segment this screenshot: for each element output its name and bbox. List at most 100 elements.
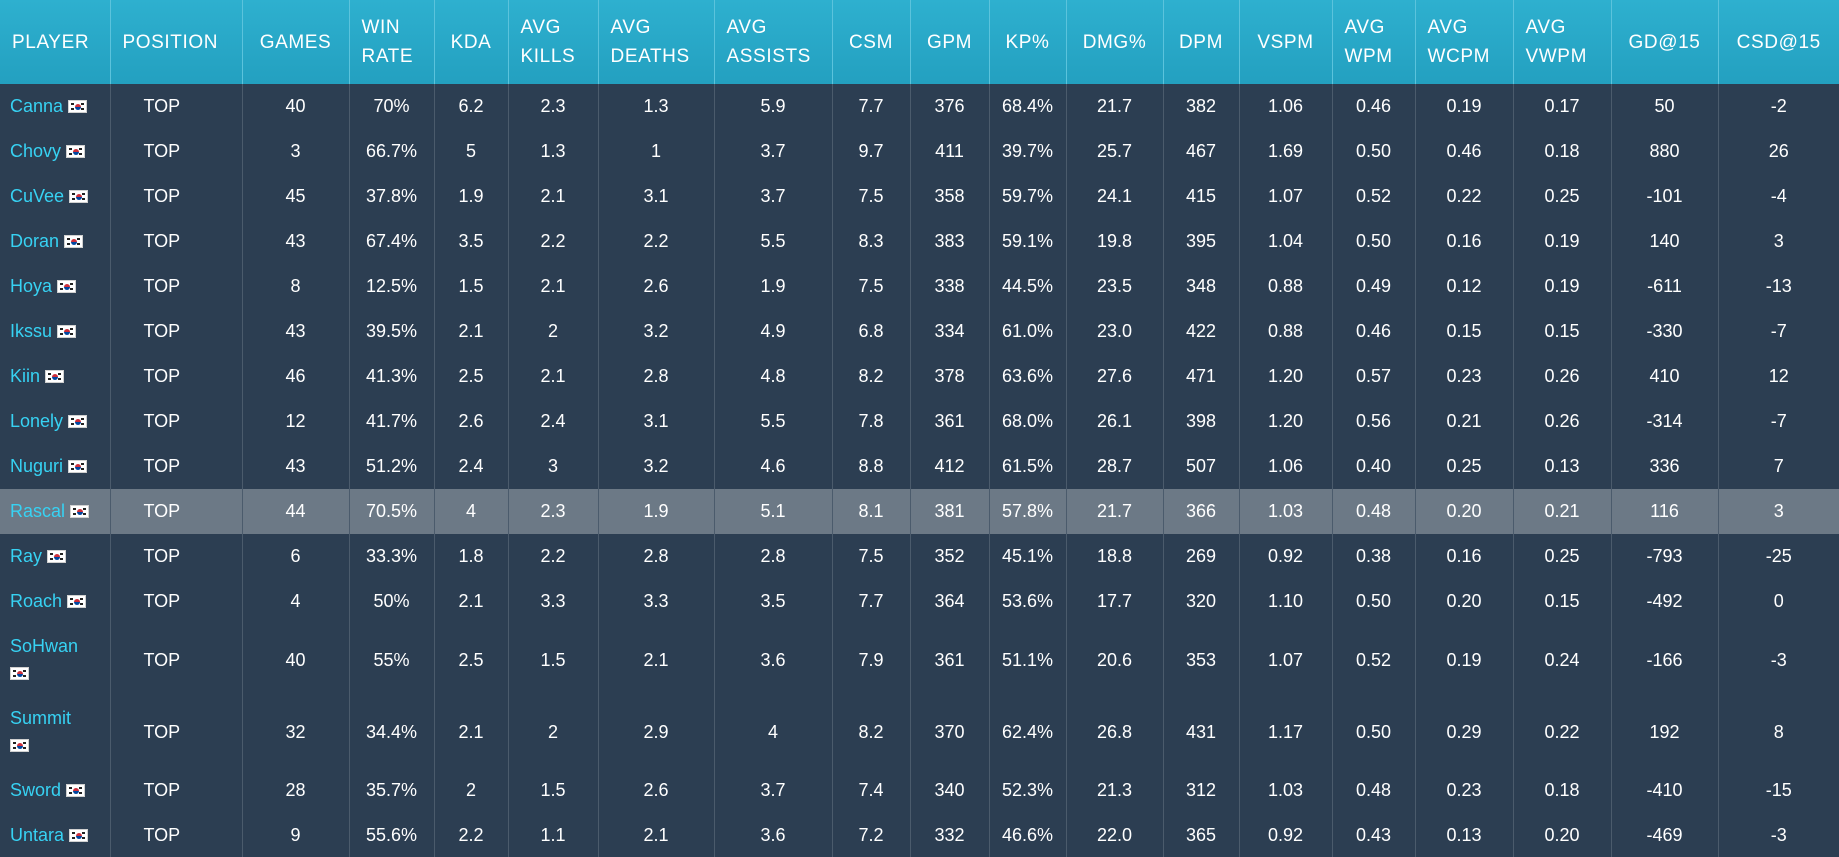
cell-gd15: -793	[1611, 534, 1719, 579]
table-row[interactable]: Ray TOP 6 33.3% 1.8 2.2 2.8 2.8 7.5 352 45.1% 18.8 2…	[0, 534, 1839, 579]
cell-kda: 1.5	[434, 264, 509, 309]
cell-games: 28	[242, 768, 350, 813]
player-name-link[interactable]: Doran	[10, 231, 60, 251]
table-row[interactable]: Hoya TOP 8 12.5% 1.5 2.1 2.6 1.9 7.5 338 44.5% 23.5…	[0, 264, 1839, 309]
player-name-link[interactable]: Summit	[10, 708, 72, 728]
cell-vspm: 1.07	[1239, 174, 1333, 219]
cell-avg-wpm: 0.48	[1332, 768, 1416, 813]
cell-win-rate: 51.2%	[349, 444, 435, 489]
column-header-avg-wcpm[interactable]: AVG WCPM	[1415, 0, 1514, 84]
player-name-link[interactable]: Lonely	[10, 411, 64, 431]
cell-avg-kills: 2.1	[508, 264, 599, 309]
cell-player: Lonely	[0, 399, 111, 444]
player-name-link[interactable]: Ray	[10, 546, 43, 566]
cell-avg-wcpm: 0.19	[1415, 624, 1514, 696]
cell-avg-kills: 2.3	[508, 84, 599, 129]
column-header-csm[interactable]: CSM	[832, 0, 911, 84]
column-header-kda[interactable]: KDA	[434, 0, 509, 84]
column-header-csd15[interactable]: CSD@15	[1736, 31, 1821, 53]
cell-games: 46	[242, 354, 350, 399]
cell-gpm: 361	[910, 399, 990, 444]
table-row[interactable]: Doran TOP 43 67.4% 3.5 2.2 2.2 5.5 8.3 383 59.1% 19…	[0, 219, 1839, 264]
cell-kp: 44.5%	[989, 264, 1067, 309]
table-row[interactable]: Chovy TOP 3 66.7% 5 1.3 1 3.7 9.7 411 39.7% 25.7 467…	[0, 129, 1839, 174]
cell-csd15: -3	[1770, 649, 1787, 670]
column-header-avg-vwpm[interactable]: AVG VWPM	[1513, 0, 1612, 84]
cell-player: Canna	[0, 84, 111, 129]
table-row[interactable]: Nuguri TOP 43 51.2% 2.4 3 3.2 4.6 8.8 412 61.5% 28.…	[0, 444, 1839, 489]
player-name-link[interactable]: CuVee	[10, 186, 65, 206]
cell-gd15: -469	[1611, 813, 1719, 857]
cell-player: CuVee	[0, 174, 111, 219]
table-row[interactable]: SoHwan TOP 40 55% 2.5 1.5 2.1 3.6 7.9 361 51.1% 20.…	[0, 624, 1839, 696]
cell-kp: 63.6%	[989, 354, 1067, 399]
column-header-win-rate[interactable]: WIN RATE	[349, 0, 435, 84]
table-row[interactable]: Ikssu TOP 43 39.5% 2.1 2 3.2 4.9 6.8 334 61.0% 23.0…	[0, 309, 1839, 354]
player-name-link[interactable]: Sword	[10, 780, 62, 800]
cell-avg-wcpm: 0.46	[1415, 129, 1514, 174]
player-name-link[interactable]: Chovy	[10, 141, 62, 161]
cell-csm: 6.8	[832, 309, 911, 354]
player-name-link[interactable]: Kiin	[10, 366, 41, 386]
column-header-dmg[interactable]: DMG%	[1066, 0, 1164, 84]
column-header-kp[interactable]: KP%	[989, 0, 1067, 84]
table-row[interactable]: Summit TOP 32 34.4% 2.1 2 2.9 4 8.2 370 62.4% 26.8 4…	[0, 696, 1839, 768]
table-row[interactable]: Untara TOP 9 55.6% 2.2 1.1 2.1 3.6 7.2 332 46.6% 22…	[0, 813, 1839, 857]
player-name-link[interactable]: Ikssu	[10, 321, 53, 341]
cell-avg-wcpm: 0.23	[1415, 354, 1514, 399]
cell-avg-kills: 3	[508, 444, 599, 489]
column-header-avg-deaths[interactable]: AVG DEATHS	[598, 0, 715, 84]
cell-avg-kills: 1.5	[508, 624, 599, 696]
column-header-player[interactable]: PLAYER	[0, 0, 111, 84]
header-row: PLAYER POSITION GAMES WIN RATE KDA AVG K…	[0, 0, 1839, 84]
cell-csm: 7.9	[832, 624, 911, 696]
cell-avg-wpm: 0.52	[1332, 624, 1416, 696]
cell-gpm: 412	[910, 444, 990, 489]
cell-csm: 7.7	[832, 579, 911, 624]
cell-csm: 9.7	[832, 129, 911, 174]
column-header-gpm[interactable]: GPM	[910, 0, 990, 84]
cell-avg-kills: 2.2	[508, 219, 599, 264]
cell-win-rate: 12.5%	[349, 264, 435, 309]
cell-kp: 51.1%	[989, 624, 1067, 696]
table-row[interactable]: Lonely TOP 12 41.7% 2.6 2.4 3.1 5.5 7.8 361 68.0% 2…	[0, 399, 1839, 444]
column-header-position[interactable]: POSITION	[110, 0, 243, 84]
cell-kda: 2.5	[434, 624, 509, 696]
cell-avg-vwpm: 0.18	[1513, 768, 1612, 813]
cell-kp: 59.7%	[989, 174, 1067, 219]
cell-avg-kills: 2.1	[508, 174, 599, 219]
column-header-gd15[interactable]: GD@15	[1611, 0, 1719, 84]
table-row-highlighted[interactable]: Rascal TOP 44 70.5% 4 2.3 1.9 5.1 8.1 381 57.8% 21.…	[0, 489, 1839, 534]
table-row[interactable]: CuVee TOP 45 37.8% 1.9 2.1 3.1 3.7 7.5 358 59.7% 24…	[0, 174, 1839, 219]
table-row[interactable]: Kiin TOP 46 41.3% 2.5 2.1 2.8 4.8 8.2 378 63.6% 27.…	[0, 354, 1839, 399]
column-header-avg-assists[interactable]: AVG ASSISTS	[714, 0, 833, 84]
cell-player: Doran	[0, 219, 111, 264]
cell-dpm: 415	[1163, 174, 1240, 219]
player-name-link[interactable]: Hoya	[10, 276, 53, 296]
cell-gd15: 140	[1611, 219, 1719, 264]
column-header-avg-kills[interactable]: AVG KILLS	[508, 0, 599, 84]
cell-avg-vwpm: 0.19	[1513, 219, 1612, 264]
player-name-link[interactable]: SoHwan	[10, 636, 79, 656]
column-header-vspm[interactable]: VSPM	[1239, 0, 1333, 84]
cell-kda: 1.9	[434, 174, 509, 219]
player-name-link[interactable]: Nuguri	[10, 456, 64, 476]
column-header-avg-wpm[interactable]: AVG WPM	[1332, 0, 1416, 84]
cell-csm: 7.5	[832, 534, 911, 579]
player-name-link[interactable]: Canna	[10, 96, 64, 116]
cell-csm: 8.2	[832, 696, 911, 768]
cell-avg-wcpm: 0.20	[1415, 579, 1514, 624]
cell-avg-deaths: 2.1	[598, 624, 715, 696]
player-name-link[interactable]: Roach	[10, 591, 63, 611]
table-row[interactable]: Sword TOP 28 35.7% 2 1.5 2.6 3.7 7.4 340 52.3% 21.3…	[0, 768, 1839, 813]
cell-dpm: 365	[1163, 813, 1240, 857]
table-row[interactable]: Roach TOP 4 50% 2.1 3.3 3.3 3.5 7.7 364 53.6% 17.7 3…	[0, 579, 1839, 624]
cell-avg-assists: 3.5	[714, 579, 833, 624]
table-row[interactable]: Canna TOP 40 70% 6.2 2.3 1.3 5.9 7.7 376 68.4% 21.7…	[0, 84, 1839, 129]
cell-win-rate: 55%	[349, 624, 435, 696]
player-name-link[interactable]: Untara	[10, 825, 65, 845]
column-header-dpm[interactable]: DPM	[1163, 0, 1240, 84]
player-name-link[interactable]: Rascal	[10, 501, 66, 521]
column-header-games[interactable]: GAMES	[242, 0, 350, 84]
